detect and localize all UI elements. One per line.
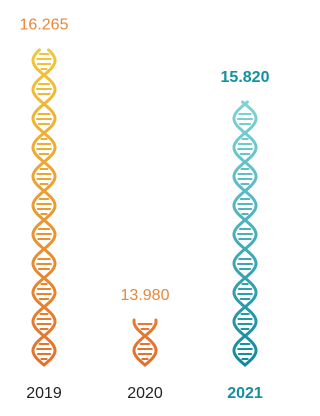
helix [234, 102, 256, 365]
x-tick-label: 2020 [127, 385, 163, 402]
x-tick-label: 2019 [26, 385, 62, 402]
helix [134, 320, 156, 365]
value-label: 15.820 [221, 69, 270, 86]
value-label: 13.980 [121, 287, 170, 304]
chart: 16.265 2019 13.980 2020 15.820 2021 [0, 0, 285, 411]
helix [33, 50, 55, 365]
value-label: 16.265 [20, 16, 69, 33]
x-tick-label: 2021 [227, 385, 263, 402]
